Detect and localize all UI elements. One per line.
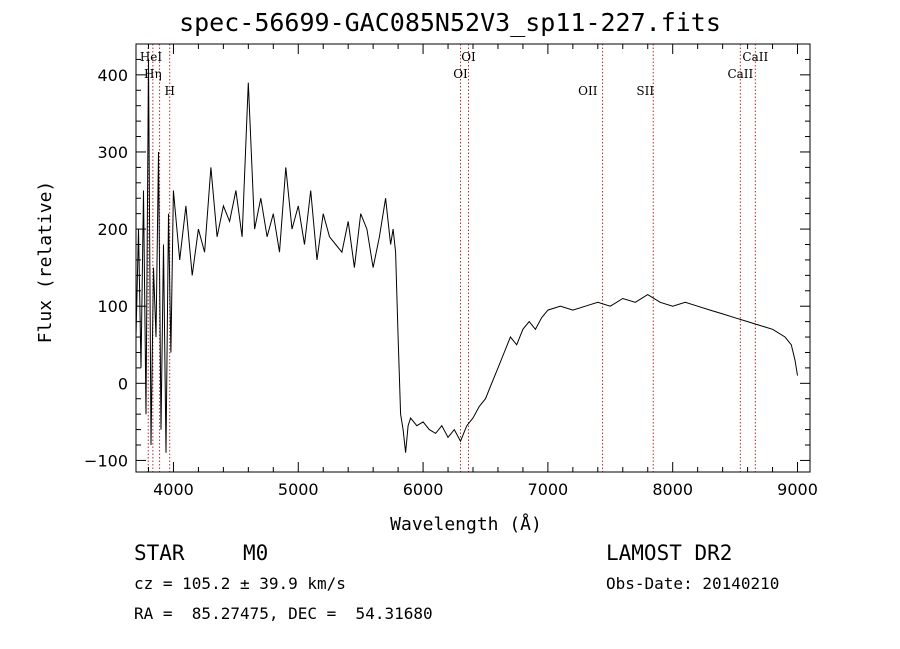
chart-title: spec-56699-GAC085N52V3_sp11-227.fits	[179, 8, 721, 37]
redshift-value: cz = 105.2 ± 39.9 km/s	[134, 574, 346, 593]
y-tick-label: 300	[97, 143, 128, 162]
axes: 4000 5000 6000 7000 8000 9000 −100 0 100 200 300 40…	[84, 43, 818, 499]
line-markers	[147, 44, 756, 472]
spectral-line-label: H	[164, 84, 174, 98]
y-tick-label: 0	[118, 374, 128, 393]
spectral-line-label: OI	[461, 50, 476, 64]
plot-frame	[135, 43, 811, 473]
x-axis-label: Wavelength (Å)	[390, 513, 542, 535]
y-axis-label: Flux (relative)	[35, 181, 56, 344]
spectral-line-label: CaII	[742, 50, 768, 64]
spectral-line-label: Hη	[144, 67, 162, 81]
x-tick-label: 9000	[777, 480, 818, 499]
x-tick-label: 5000	[278, 480, 319, 499]
spectral-line-label: OII	[578, 84, 598, 98]
spectral-line-label: HeI	[140, 50, 163, 64]
spectral-line-label: SII	[636, 84, 654, 98]
x-tick-label: 4000	[153, 480, 194, 499]
object-subclass: M0	[243, 541, 269, 565]
spectrum-series	[135, 59, 798, 453]
spectral-line-label: CaII	[727, 67, 753, 81]
x-tick-label: 7000	[528, 480, 569, 499]
line-labels: HeI HηH OI OI OII SII CaII CaII	[140, 50, 769, 98]
observation-date: Obs-Date: 20140210	[606, 574, 780, 593]
survey-name: LAMOST DR2	[606, 541, 733, 565]
y-tick-label: 100	[97, 297, 128, 316]
y-tick-label: 400	[97, 66, 128, 85]
x-tick-label: 6000	[403, 480, 444, 499]
spectral-line-label: OI	[453, 67, 468, 81]
y-tick-label: 200	[97, 220, 128, 239]
spectrum-line	[135, 59, 798, 453]
coordinates: RA = 85.27475, DEC = 54.31680	[134, 604, 433, 623]
y-tick-label: −100	[84, 451, 128, 470]
x-tick-label: 8000	[652, 480, 693, 499]
object-class: STAR	[134, 541, 185, 565]
